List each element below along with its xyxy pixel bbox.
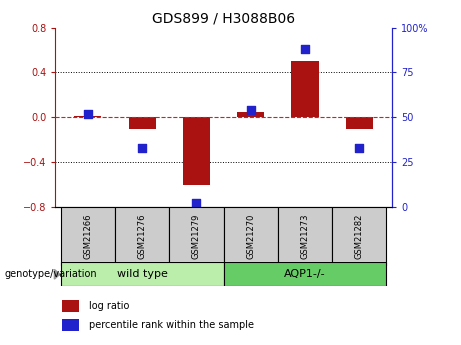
Bar bbox=[129, 117, 156, 128]
Text: log ratio: log ratio bbox=[89, 301, 130, 311]
Text: AQP1-/-: AQP1-/- bbox=[284, 269, 326, 279]
Bar bbox=[61, 207, 115, 266]
Bar bbox=[74, 116, 101, 117]
Bar bbox=[183, 117, 210, 185]
Text: GSM21279: GSM21279 bbox=[192, 214, 201, 259]
Text: genotype/variation: genotype/variation bbox=[5, 269, 97, 279]
FancyArrow shape bbox=[54, 269, 60, 279]
Text: percentile rank within the sample: percentile rank within the sample bbox=[89, 320, 254, 330]
Bar bbox=[332, 207, 386, 266]
Bar bbox=[346, 117, 373, 128]
Point bbox=[355, 145, 363, 150]
Bar bbox=[169, 207, 224, 266]
Bar bbox=[278, 207, 332, 266]
Bar bbox=[224, 207, 278, 266]
Point bbox=[138, 145, 146, 150]
Bar bbox=[62, 319, 79, 331]
Bar bbox=[224, 262, 386, 286]
Point bbox=[193, 201, 200, 206]
Bar bbox=[291, 61, 319, 117]
Text: wild type: wild type bbox=[117, 269, 168, 279]
Point bbox=[84, 111, 92, 117]
Text: GSM21282: GSM21282 bbox=[355, 214, 364, 259]
Text: GSM21276: GSM21276 bbox=[138, 214, 147, 259]
Bar bbox=[62, 300, 79, 312]
Text: GSM21270: GSM21270 bbox=[246, 214, 255, 259]
Point bbox=[301, 46, 309, 52]
Bar bbox=[61, 262, 224, 286]
Bar bbox=[115, 207, 169, 266]
Text: GSM21266: GSM21266 bbox=[83, 214, 92, 259]
Title: GDS899 / H3088B06: GDS899 / H3088B06 bbox=[152, 11, 295, 25]
Bar bbox=[237, 112, 264, 117]
Text: GSM21273: GSM21273 bbox=[301, 214, 309, 259]
Point bbox=[247, 107, 254, 113]
